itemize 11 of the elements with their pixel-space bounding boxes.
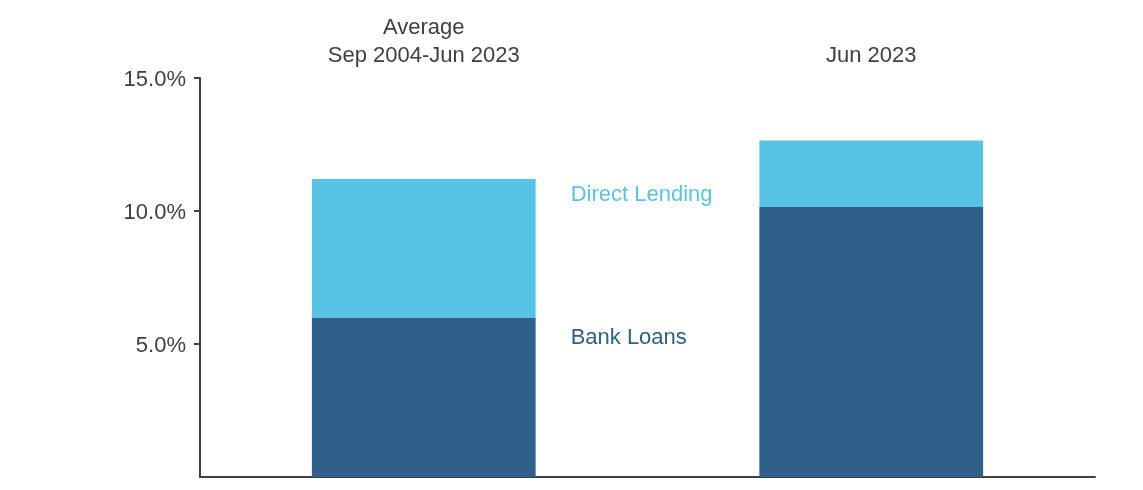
y-tick-label: 5.0%	[135, 331, 186, 357]
bar	[759, 207, 984, 477]
bar	[759, 140, 984, 208]
series-label: Bank Loans	[570, 323, 687, 349]
y-tick-label: 10.0%	[123, 198, 186, 224]
bar	[311, 179, 536, 318]
x-tick-label: Jun 2023	[825, 41, 917, 67]
bar	[311, 317, 536, 477]
y-tick-label: 15.0%	[123, 65, 186, 91]
x-tick-label: Average Sep 2004-Jun 2023	[327, 13, 520, 67]
series-label: Direct Lending	[570, 180, 713, 206]
